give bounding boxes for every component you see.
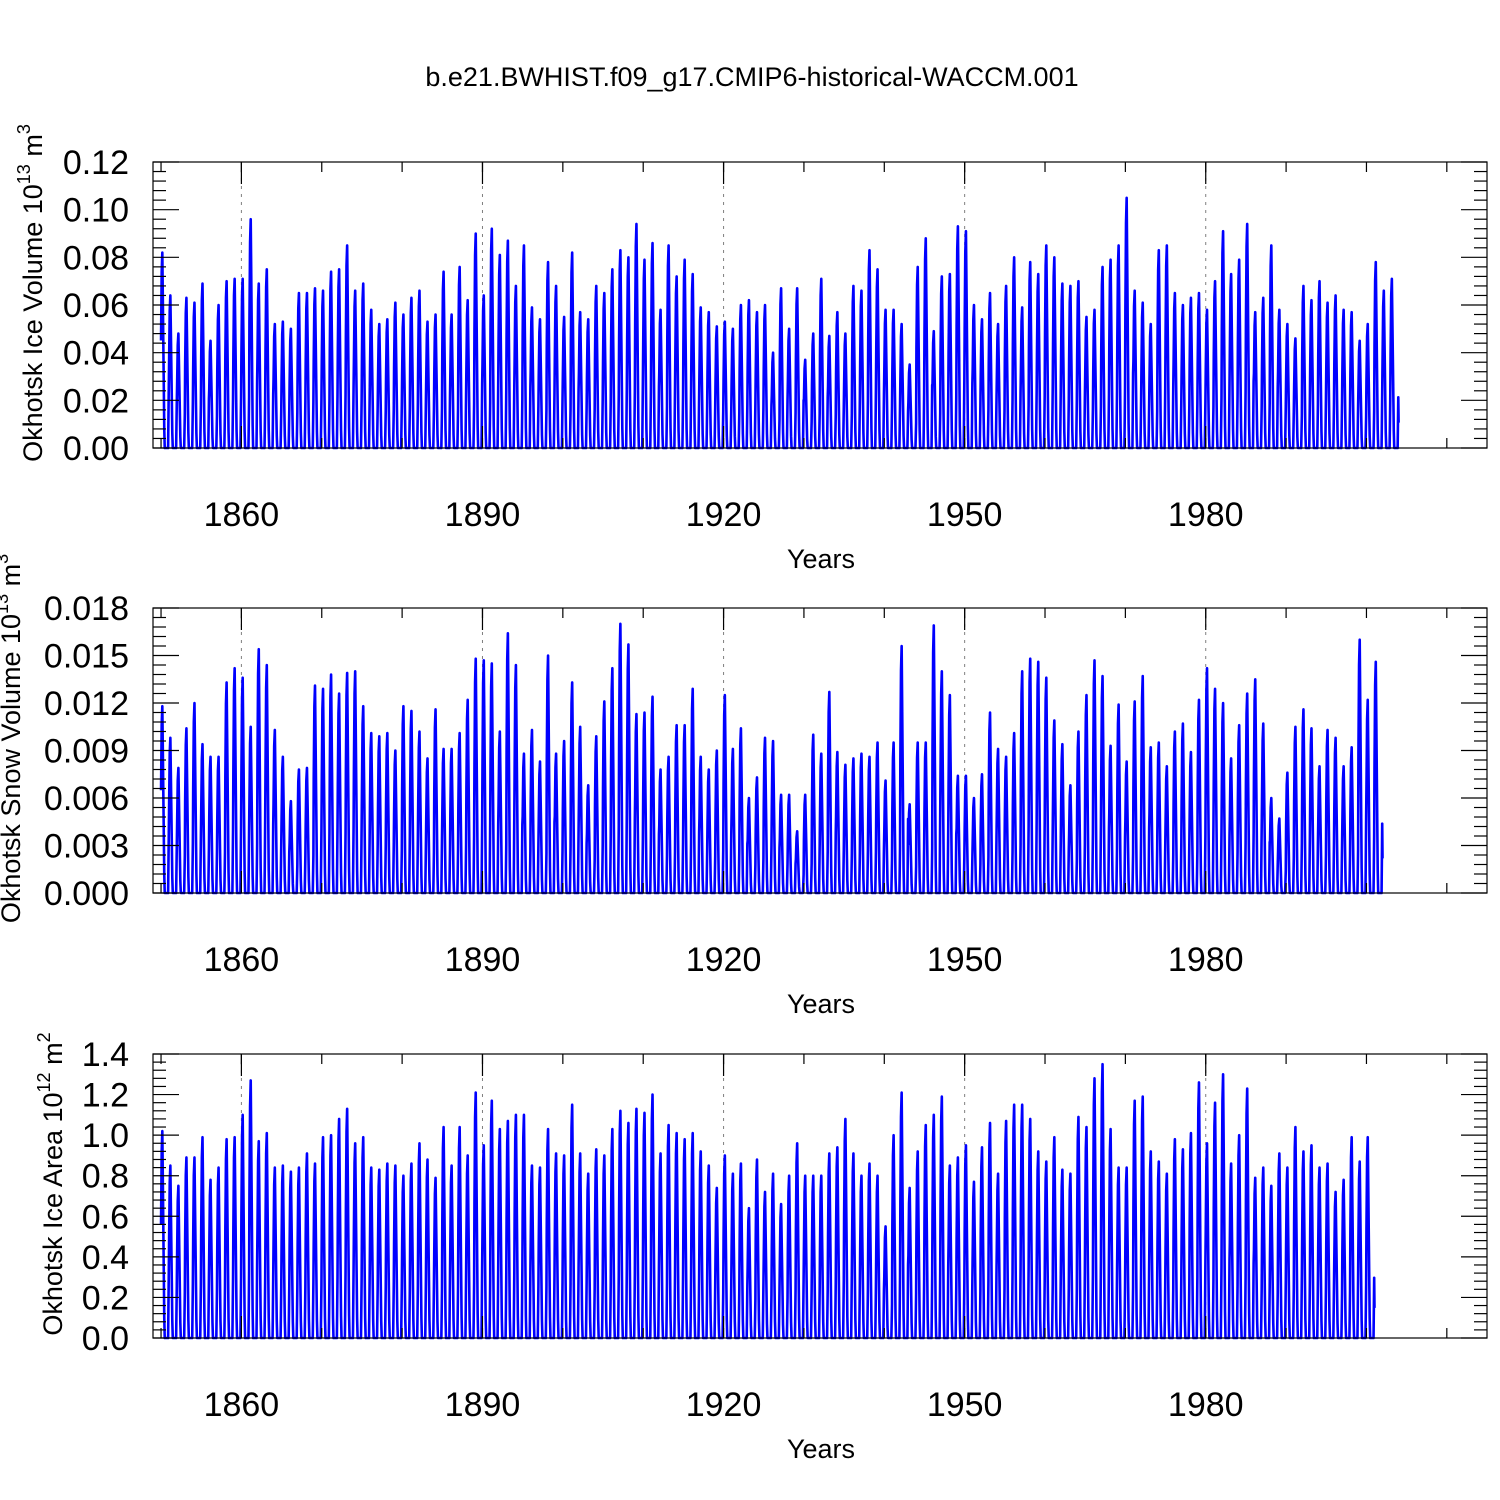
x-tick-label: 1890 — [445, 496, 521, 534]
y-tick-label: 0.04 — [63, 335, 129, 373]
panel-snow-volume: 0.000 0.003 0.006 0.009 0.012 0.015 0.018 1860 1… — [0, 554, 1488, 1019]
y-tick-label: 0.2 — [82, 1279, 129, 1317]
y-tick-label: 0.08 — [63, 239, 129, 277]
y-tick-label: 0.012 — [44, 685, 129, 723]
x-tick-label: 1980 — [1168, 1386, 1244, 1424]
x-tick-label: 1860 — [204, 941, 280, 979]
y-tick-label: 0.018 — [44, 590, 129, 628]
y-axis-label: Okhotsk Ice Area 1012 m2 — [34, 1032, 68, 1335]
y-tick-label: 0.10 — [63, 192, 129, 230]
x-tick-label: 1980 — [1168, 941, 1244, 979]
y-tick-label: 0.006 — [44, 780, 129, 818]
y-tick-label: 0.009 — [44, 733, 129, 771]
x-tick-label: 1950 — [927, 941, 1003, 979]
y-axis-label: Okhotsk Ice Volume 1013 m3 — [14, 124, 48, 462]
series-line — [159, 1062, 1376, 1340]
panel-ice-volume: 0.00 0.02 0.04 0.06 0.08 0.10 0.12 1860 1890 1920… — [14, 124, 1488, 574]
y-tick-label: 0.0 — [82, 1320, 129, 1358]
x-axis-label: Years — [787, 1434, 855, 1464]
y-tick-label: 0.6 — [82, 1198, 129, 1236]
figure-title: b.e21.BWHIST.f09_g17.CMIP6-historical-WA… — [425, 62, 1078, 92]
y-tick-label: 0.12 — [63, 144, 129, 182]
x-tick-label: 1950 — [927, 1386, 1003, 1424]
x-axis-label: Years — [787, 544, 855, 574]
y-tick-label: 1.4 — [82, 1036, 129, 1074]
x-tick-label: 1980 — [1168, 496, 1244, 534]
y-tick-label: 0.4 — [82, 1239, 129, 1277]
x-tick-label: 1860 — [204, 496, 280, 534]
x-tick-label: 1920 — [686, 496, 762, 534]
y-tick-label: 0.00 — [63, 430, 129, 468]
x-tick-label: 1920 — [686, 941, 762, 979]
x-tick-label: 1920 — [686, 1386, 762, 1424]
y-tick-label: 0.06 — [63, 287, 129, 325]
x-tick-label: 1950 — [927, 496, 1003, 534]
plot-frame — [152, 1053, 1488, 1339]
y-tick-label: 1.0 — [82, 1117, 129, 1155]
y-axis-label: Okhotsk Snow Volume 1013 m3 — [0, 554, 26, 923]
x-axis-label: Years — [787, 989, 855, 1019]
series-line — [159, 622, 1384, 895]
y-tick-label: 0.8 — [82, 1158, 129, 1196]
y-tick-label: 0.015 — [44, 638, 129, 676]
x-tick-label: 1890 — [445, 941, 521, 979]
y-tick-label: 0.000 — [44, 875, 129, 913]
y-tick-label: 0.003 — [44, 828, 129, 866]
y-tick-label: 0.02 — [63, 382, 129, 420]
y-tick-label: 1.2 — [82, 1077, 129, 1115]
series-line — [159, 196, 1400, 450]
x-tick-label: 1890 — [445, 1386, 521, 1424]
x-tick-label: 1860 — [204, 1386, 280, 1424]
panel-ice-area: 0.00.20.40.60.81.01.21.4 1860 1890 1920 1950… — [34, 1032, 1488, 1464]
